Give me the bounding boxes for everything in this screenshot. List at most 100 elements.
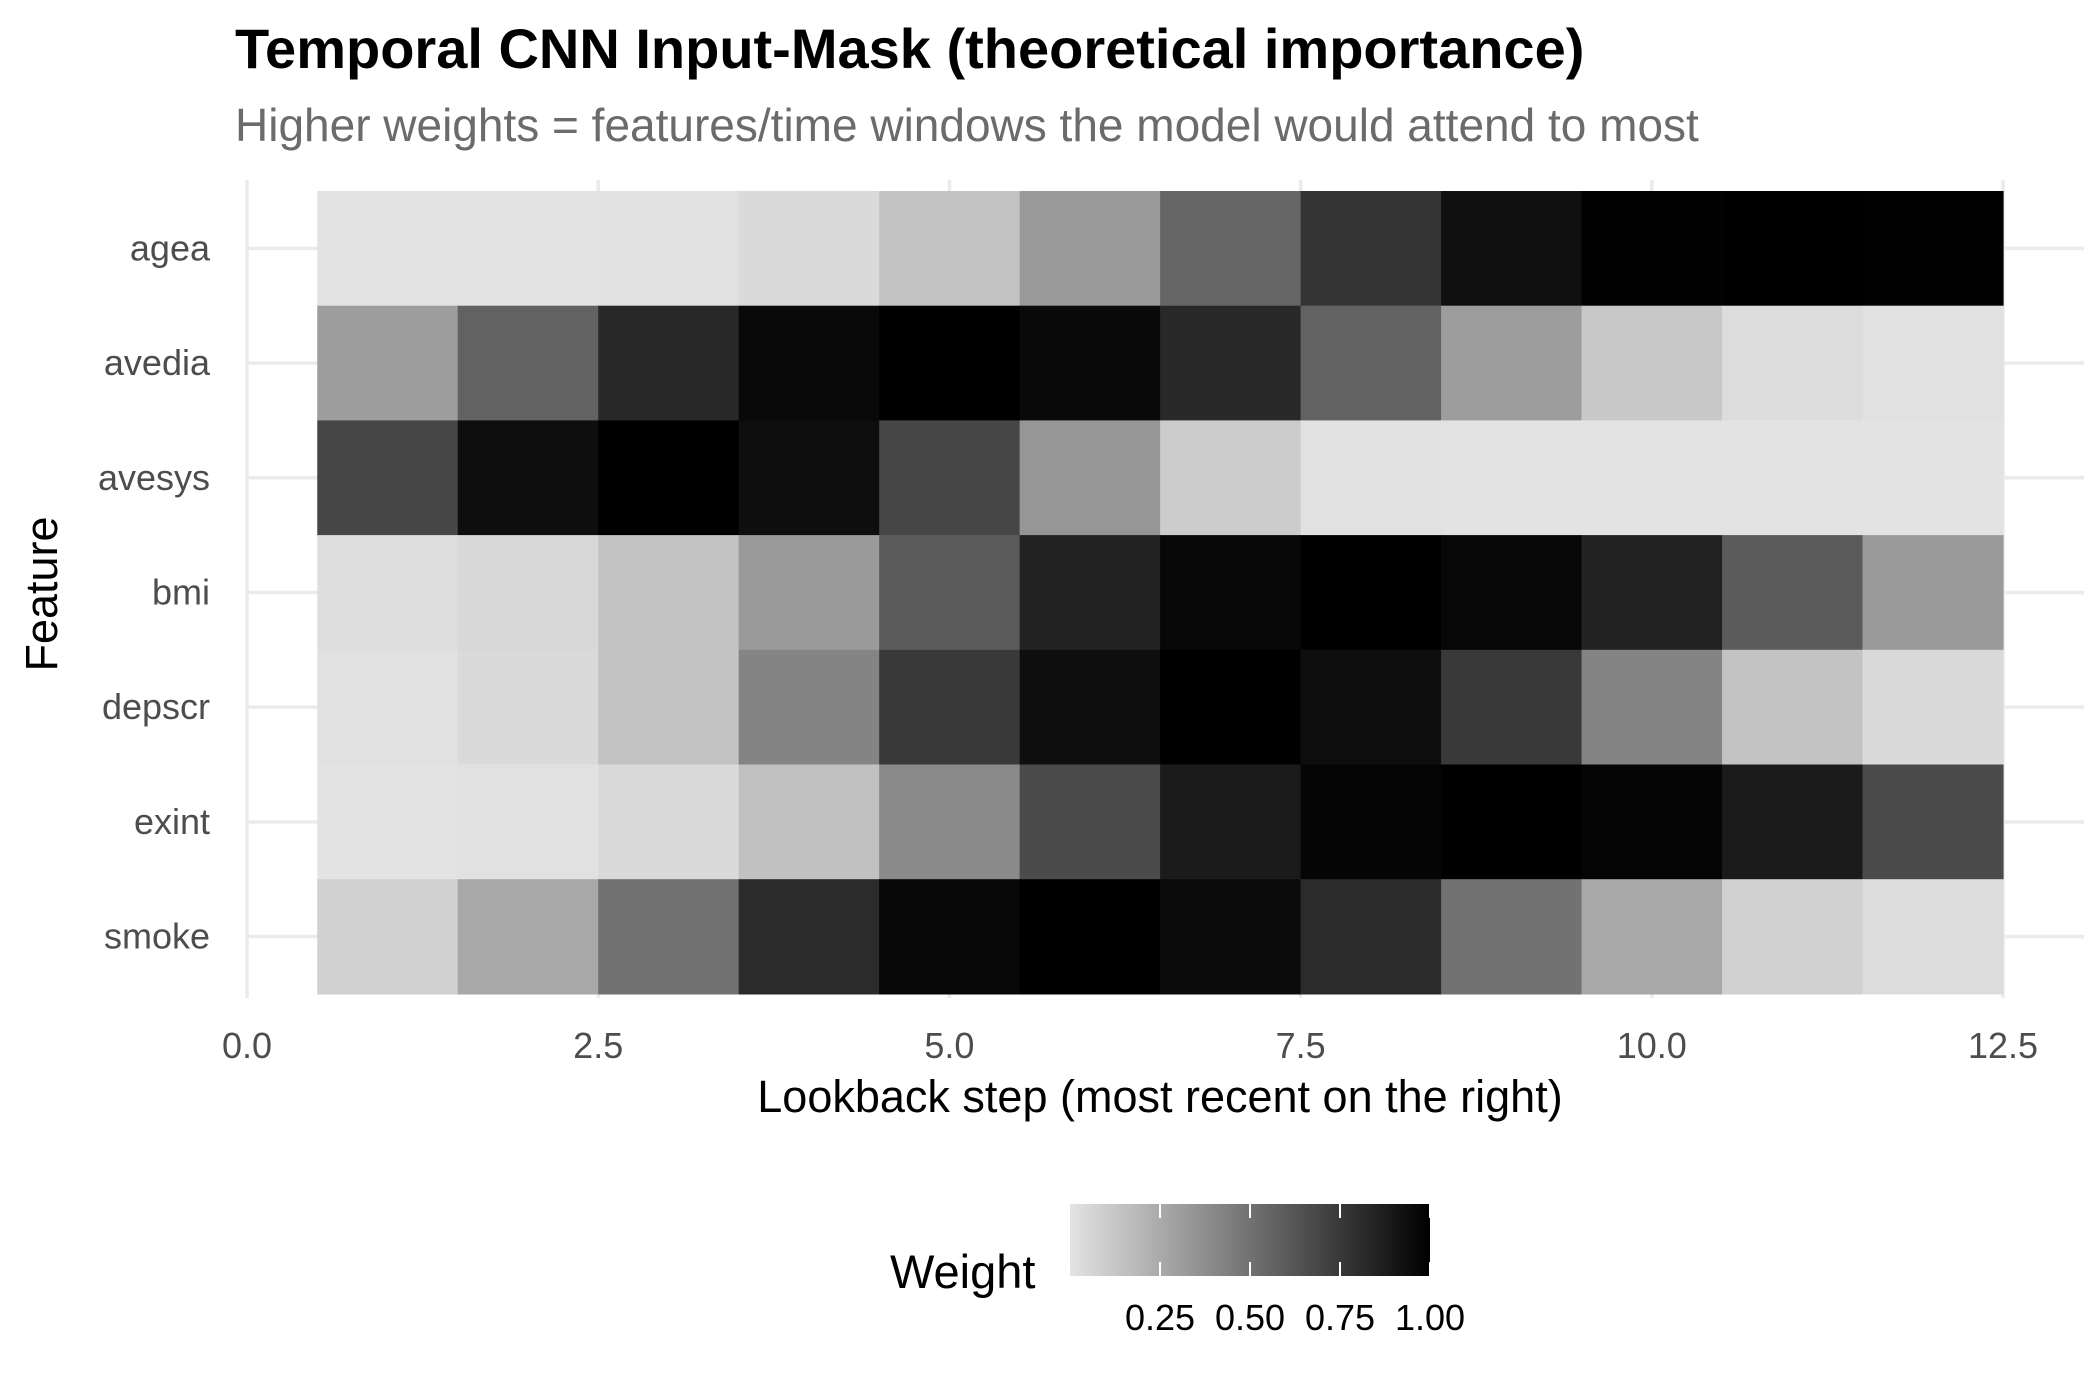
heatmap-cell <box>317 535 459 651</box>
heatmap-cell <box>1581 191 1723 307</box>
heatmap-cell <box>1160 649 1302 766</box>
heatmap-cell <box>1441 649 1583 766</box>
heatmap-cell <box>1722 535 1864 651</box>
heatmap-cell <box>1019 649 1161 766</box>
heatmap-cell <box>1722 764 1864 880</box>
heatmap-cell <box>1300 649 1442 766</box>
legend: Weight 0.25 0.50 0.75 1.00 <box>890 1204 1465 1338</box>
heatmap-cell <box>1862 305 2004 421</box>
heatmap-cell <box>1862 420 2004 536</box>
heatmap-cell <box>1300 535 1442 651</box>
heatmap-cell <box>598 305 740 421</box>
y-tick-label: avesys <box>98 457 210 498</box>
heatmap-cell <box>1581 305 1723 421</box>
legend-title: Weight <box>890 1245 1035 1298</box>
heatmap-cell <box>1019 420 1161 536</box>
heatmap-cell <box>1441 535 1583 651</box>
heatmap-cell <box>879 764 1021 880</box>
heatmap-cell <box>598 191 740 307</box>
legend-ticks: 0.25 0.50 0.75 1.00 <box>1125 1204 1465 1338</box>
heatmap-cell <box>879 305 1021 421</box>
heatmap-cell <box>1581 535 1723 651</box>
legend-tick-label: 0.50 <box>1215 1297 1285 1338</box>
chart-subtitle: Higher weights = features/time windows t… <box>235 99 1699 151</box>
heatmap-cell <box>1722 420 1864 536</box>
heatmap-cell <box>1300 764 1442 880</box>
heatmap-cell <box>1862 535 2004 651</box>
x-tick-label: 7.5 <box>1276 1025 1326 1066</box>
heatmap-cell <box>317 879 459 995</box>
x-tick-labels: 0.0 2.5 5.0 7.5 10.0 12.5 <box>222 1025 2038 1066</box>
heatmap-cell <box>1862 649 2004 766</box>
heatmap-cell <box>598 649 740 766</box>
heatmap-cell <box>317 305 459 421</box>
heatmap-cell <box>457 649 599 766</box>
heatmap-cell <box>1300 420 1442 536</box>
heatmap-cell <box>879 535 1021 651</box>
heatmap-cell <box>879 420 1021 536</box>
heatmap-cell <box>1581 879 1723 995</box>
heatmap-cell <box>879 879 1021 995</box>
heatmap-cell <box>598 535 740 651</box>
x-axis-title: Lookback step (most recent on the right) <box>757 1071 1562 1122</box>
heatmap-cell <box>457 764 599 880</box>
heatmap-cell <box>1160 305 1302 421</box>
x-tick-label: 12.5 <box>1968 1025 2038 1066</box>
heatmap-cell <box>1862 191 2004 307</box>
heatmap-cell <box>1019 764 1161 880</box>
y-tick-label: smoke <box>104 916 210 957</box>
heatmap-cell <box>738 420 880 536</box>
heatmap-cell <box>1160 535 1302 651</box>
heatmap-cell <box>879 191 1021 307</box>
heatmap-cell <box>457 535 599 651</box>
heatmap-cell <box>738 764 880 880</box>
heatmap-cell <box>1300 879 1442 995</box>
heatmap-cell <box>1160 420 1302 536</box>
heatmap-cell <box>1441 420 1583 536</box>
heatmap-cell <box>1581 764 1723 880</box>
heatmap-cell <box>879 649 1021 766</box>
heatmap-cell <box>1862 764 2004 880</box>
heatmap-cell <box>317 649 459 766</box>
heatmap-cell <box>1722 191 1864 307</box>
heatmap-cell <box>1441 191 1583 307</box>
heatmap-cell <box>317 191 459 307</box>
heatmap-cell <box>1160 764 1302 880</box>
heatmap-cell <box>598 420 740 536</box>
heatmap-cell <box>457 420 599 536</box>
y-tick-labels: agea avedia avesys bmi depscr exint smoke <box>98 227 211 956</box>
heatmap-cell <box>1019 879 1161 995</box>
heatmap-cell <box>457 191 599 307</box>
y-tick-label: depscr <box>102 686 210 727</box>
y-axis-title: Feature <box>16 516 67 671</box>
heatmap-cell <box>1581 420 1723 536</box>
x-tick-label: 2.5 <box>573 1025 623 1066</box>
heatmap-cell <box>1722 305 1864 421</box>
heatmap-cell <box>1019 191 1161 307</box>
heatmap-cell <box>1160 879 1302 995</box>
heatmap-cell <box>457 305 599 421</box>
y-tick-label: bmi <box>152 571 210 612</box>
heatmap-cell <box>738 879 880 995</box>
y-tick-label: avedia <box>104 342 211 383</box>
heatmap-cell <box>1160 191 1302 307</box>
heatmap-cell <box>1862 879 2004 995</box>
heatmap-cell <box>1300 305 1442 421</box>
heatmap-cell <box>1441 879 1583 995</box>
heatmap-cell <box>1441 305 1583 421</box>
legend-tick-label: 1.00 <box>1395 1297 1465 1338</box>
x-tick-label: 0.0 <box>222 1025 272 1066</box>
y-tick-label: exint <box>134 801 210 842</box>
chart-title: Temporal CNN Input-Mask (theoretical imp… <box>235 17 1584 80</box>
heatmap-cell <box>1019 535 1161 651</box>
heatmap-cell <box>457 879 599 995</box>
legend-tick-label: 0.75 <box>1305 1297 1375 1338</box>
heatmap-cell <box>598 879 740 995</box>
heatmap-cell <box>598 764 740 880</box>
heatmap-tiles <box>317 191 2004 995</box>
heatmap-cell <box>738 649 880 766</box>
heatmap-cell <box>738 191 880 307</box>
heatmap-cell <box>317 764 459 880</box>
x-tick-label: 10.0 <box>1617 1025 1687 1066</box>
